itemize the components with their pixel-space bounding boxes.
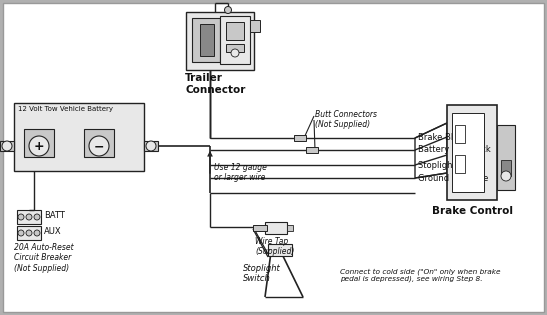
Bar — [287, 225, 293, 231]
Text: 20A Auto-Reset
Circuit Breaker
(Not Supplied): 20A Auto-Reset Circuit Breaker (Not Supp… — [14, 243, 74, 273]
Bar — [253, 225, 267, 231]
Bar — [17, 226, 41, 240]
Bar — [294, 135, 306, 141]
Text: Use 12 gauge
or larger wire: Use 12 gauge or larger wire — [214, 163, 267, 182]
Bar — [0, 141, 14, 151]
Text: Butt Connectors
(Not Supplied): Butt Connectors (Not Supplied) — [315, 110, 377, 129]
Text: Wire Tap
(Supplied): Wire Tap (Supplied) — [255, 237, 294, 256]
Bar — [226, 44, 244, 52]
Text: 12 Volt Tow Vehicle Battery: 12 Volt Tow Vehicle Battery — [18, 106, 113, 112]
Bar — [17, 210, 41, 224]
Text: BATT: BATT — [44, 211, 65, 220]
Bar — [14, 103, 144, 171]
Text: Ground (-) White: Ground (-) White — [418, 174, 488, 182]
Text: Battery (+) Black: Battery (+) Black — [418, 146, 491, 154]
Bar — [452, 113, 484, 192]
Text: −: − — [94, 140, 104, 153]
Circle shape — [2, 141, 12, 151]
Bar — [306, 147, 318, 153]
Text: Trailer
Connector: Trailer Connector — [185, 73, 246, 94]
Bar — [144, 141, 158, 151]
Bar — [192, 18, 220, 62]
Text: +: + — [34, 140, 44, 153]
Circle shape — [18, 214, 24, 220]
Bar — [200, 24, 214, 56]
Bar — [84, 129, 114, 157]
Text: AUX: AUX — [44, 227, 62, 236]
Circle shape — [26, 230, 32, 236]
Bar — [24, 129, 54, 157]
Text: Stoplight
Switch: Stoplight Switch — [243, 264, 281, 284]
Circle shape — [501, 171, 511, 181]
Text: Brake Blue: Brake Blue — [418, 134, 464, 142]
Bar — [455, 155, 465, 173]
Circle shape — [26, 214, 32, 220]
Bar — [447, 105, 497, 200]
Bar — [265, 222, 287, 234]
Bar — [497, 125, 515, 190]
Text: Stoplight Red: Stoplight Red — [418, 161, 474, 169]
Circle shape — [224, 7, 231, 14]
Text: Brake Control: Brake Control — [432, 206, 513, 216]
Bar — [220, 16, 250, 64]
Circle shape — [146, 141, 156, 151]
Circle shape — [89, 136, 109, 156]
Circle shape — [34, 214, 40, 220]
Bar — [250, 20, 260, 32]
Circle shape — [29, 136, 49, 156]
Bar — [455, 125, 465, 143]
Circle shape — [231, 49, 239, 57]
Bar — [268, 244, 292, 256]
Bar — [226, 22, 244, 40]
Bar — [186, 12, 254, 70]
Circle shape — [18, 230, 24, 236]
Text: Connect to cold side ("On" only when brake
pedal is depressed), see wiring Step : Connect to cold side ("On" only when bra… — [340, 268, 501, 282]
Circle shape — [34, 230, 40, 236]
Bar — [501, 160, 511, 176]
